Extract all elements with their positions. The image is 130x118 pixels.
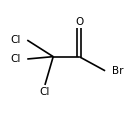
Text: Cl: Cl — [10, 54, 21, 64]
Text: Cl: Cl — [40, 87, 50, 97]
Text: O: O — [75, 17, 83, 27]
Text: Cl: Cl — [10, 35, 21, 45]
Text: Br: Br — [112, 66, 123, 76]
